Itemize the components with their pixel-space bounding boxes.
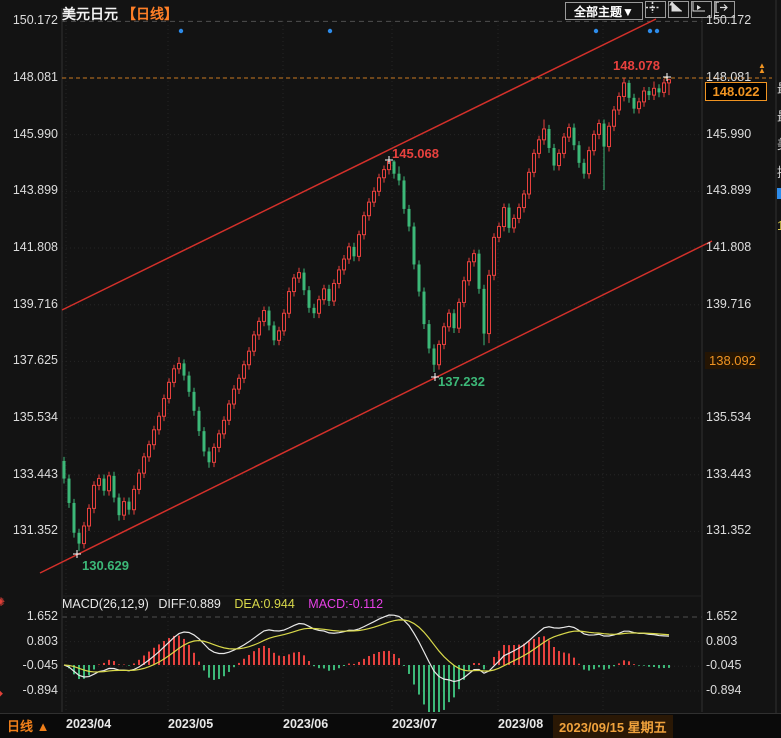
y-axis-scale-icon[interactable] xyxy=(668,1,689,18)
side-panel-clipped-label: 最 xyxy=(777,78,781,97)
x-axis-month-label: 2023/05 xyxy=(168,717,214,731)
y-axis-label-left: 143.899 xyxy=(12,183,58,198)
macd-axis-label-left: -0.045 xyxy=(22,658,58,673)
y-axis-label-right: 145.990 xyxy=(706,126,752,141)
swing-low-label: 137.232 xyxy=(438,374,485,389)
period-tag: 【日线】 xyxy=(122,6,178,22)
left-edge-marker-icon: ◆ xyxy=(0,688,3,699)
macd-axis-label-left: 1.652 xyxy=(26,608,58,623)
macd-dea-value: DEA:0.944 xyxy=(234,597,295,611)
x-axis-run-icon[interactable] xyxy=(691,1,712,18)
x-axis-month-label: 2023/08 xyxy=(498,717,544,731)
macd-axis-label-right: -0.045 xyxy=(706,658,742,673)
price-alert-icon: ▲ ▲ xyxy=(758,61,766,75)
exit-pan-icon[interactable] xyxy=(714,1,735,18)
marked-high-label: 148.078 xyxy=(613,58,660,73)
x-axis-month-label: 2023/06 xyxy=(283,717,329,731)
timeframe-selector[interactable]: 日线 ▲ xyxy=(7,719,50,734)
y-axis-label-right: 141.808 xyxy=(706,239,752,254)
marked-low-label: 130.629 xyxy=(82,558,129,573)
current-date-tag: 2023/09/15 星期五 xyxy=(553,715,673,738)
y-axis-label-right: 131.352 xyxy=(706,523,752,538)
y-axis-label-right: 139.716 xyxy=(706,296,752,311)
y-axis-label-left: 150.172 xyxy=(12,13,58,28)
macd-axis-label-right: -0.894 xyxy=(706,682,742,697)
y-axis-label-left: 131.352 xyxy=(12,523,58,538)
x-axis-month-label: 2023/04 xyxy=(66,717,112,731)
y-axis-label-left: 145.990 xyxy=(12,126,58,141)
y-axis-label-left: 148.081 xyxy=(12,70,58,84)
x-axis-month-label: 2023/07 xyxy=(392,717,438,731)
macd-bar-value: MACD:-0.112 xyxy=(308,597,384,611)
reference-price-tag: 138.092 xyxy=(705,352,760,369)
theme-dropdown-label: 全部主题▼ xyxy=(574,4,634,19)
y-axis-label-right: 133.443 xyxy=(706,466,752,481)
y-axis-label-left: 137.625 xyxy=(12,353,58,368)
side-panel-clipped-label: 最 xyxy=(777,106,781,125)
macd-header: MACD(26,12,9) DIFF:0.889 DEA:0.944 MACD:… xyxy=(62,597,383,611)
y-axis-label-right: 143.899 xyxy=(706,183,752,198)
left-edge-tool-icon: ✺ xyxy=(0,595,6,609)
macd-diff-value: DIFF:0.889 xyxy=(158,597,221,611)
macd-axis-label-right: 1.652 xyxy=(706,608,738,623)
side-panel-clipped-number: 1 xyxy=(777,218,781,233)
y-axis-label-right: 148.081 xyxy=(706,70,752,84)
side-panel-clipped-label: 接 xyxy=(777,162,781,181)
y-axis-label-right: 150.172 xyxy=(706,13,752,28)
theme-dropdown[interactable]: 全部主题▼ xyxy=(565,2,643,20)
side-panel-clipped-label: 美 xyxy=(777,134,781,153)
y-axis-label-left: 139.716 xyxy=(12,296,58,311)
side-panel-blue-fragment xyxy=(777,188,781,199)
y-axis-label-left: 135.534 xyxy=(12,410,58,425)
page-title: 美元日元 【日线】 xyxy=(62,4,178,24)
macd-axis-label-left: 0.803 xyxy=(26,633,58,648)
symbol-name: 美元日元 xyxy=(62,6,118,22)
y-axis-label-left: 133.443 xyxy=(12,466,58,481)
y-axis-label-left: 141.808 xyxy=(12,239,58,254)
macd-axis-label-right: 0.803 xyxy=(706,633,738,648)
macd-axis-label-left: -0.894 xyxy=(22,682,58,697)
macd-title: MACD(26,12,9) xyxy=(62,597,149,611)
swing-high-label: 145.068 xyxy=(392,146,439,161)
current-price-tag: 148.022 xyxy=(705,82,767,101)
y-axis-label-right: 135.534 xyxy=(706,410,752,425)
move-crosshair-icon[interactable] xyxy=(645,1,666,18)
